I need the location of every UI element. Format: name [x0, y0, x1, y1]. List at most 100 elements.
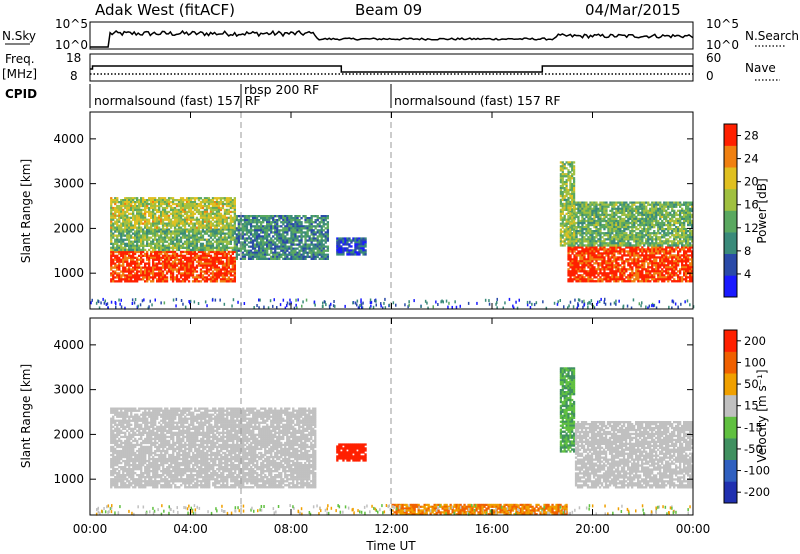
velocity-x-axis: 00:00 04:00 08:00 12:00 16:00 20:00 00:00	[73, 112, 711, 536]
beam-title: Beam 09	[355, 1, 422, 19]
velocity-colorbar-swatch	[724, 416, 737, 439]
nsky-label: N.Sky	[2, 29, 36, 43]
power-colorbar-tick: 24	[744, 152, 759, 166]
nsky-line	[90, 29, 694, 48]
power-colorbar-tick: 8	[744, 244, 751, 258]
velocity-colorbar-tick: 100	[744, 355, 766, 369]
velocity-xtick-label: 00:00	[73, 522, 108, 536]
velocity-y-axis: 1000 2000 3000 4000	[53, 338, 693, 486]
cpid-row: CPID normalsound (fast) 157 RF rbsp 200 …	[5, 82, 561, 108]
power-ytick-label: 4000	[53, 132, 84, 146]
power-colorbar-swatch	[724, 275, 737, 298]
velocity-xtick-label: 00:00	[676, 522, 711, 536]
velocity-ytick-label: 3000	[53, 383, 84, 397]
velocity-xtick-label: 12:00	[374, 522, 409, 536]
velocity-colorbar-swatch	[724, 459, 737, 482]
date-title: 04/Mar/2015	[585, 1, 681, 19]
power-region-0	[110, 250, 236, 283]
velocity-colorbar-swatch	[724, 373, 737, 396]
velocity-xtick-label: 04:00	[173, 522, 208, 536]
velocity-colorbar-swatch	[724, 481, 737, 504]
velocity-panel: 1000 2000 3000 4000 00:00 04:00 08:00 12:00 16:…	[19, 112, 770, 553]
nave-tick-bottom: 0	[706, 69, 714, 83]
nsearch-label: N.Search	[745, 29, 799, 43]
power-colorbar-tick: 12	[744, 221, 759, 235]
velocity-colorbar-label: Velocity [m s⁻¹]	[755, 369, 769, 462]
power-ytick-label: 1000	[53, 266, 84, 280]
freq-label: Freq.	[5, 52, 35, 66]
velocity-xtick-label: 16:00	[475, 522, 510, 536]
velocity-region-2	[559, 367, 576, 453]
velocity-marks	[95, 367, 694, 516]
velocity-colorbar-tick: 15	[744, 399, 759, 413]
power-colorbar-swatch	[724, 210, 737, 233]
power-ytick-label: 3000	[53, 177, 84, 191]
nsky-tick-top: 10^5	[55, 17, 88, 31]
velocity-colorbar-swatch	[724, 330, 737, 352]
velocity-colorbar-tick: 200	[744, 334, 766, 348]
freq-tick-top: 18	[66, 51, 81, 65]
power-colorbar-tick: 4	[744, 267, 751, 281]
velocity-xtick-label: 08:00	[274, 522, 309, 536]
power-colorbar-label: Power [dB]	[755, 178, 769, 243]
power-colorbar-swatch	[724, 145, 737, 168]
power-colorbar-swatch	[724, 167, 737, 190]
velocity-colorbar-swatch	[724, 394, 737, 417]
velocity-colorbar-swatch	[724, 351, 737, 374]
nsky-frame	[89, 21, 694, 50]
velocity-xlabel: Time UT	[365, 539, 416, 553]
power-colorbar-swatch	[724, 232, 737, 254]
velocity-ytick-label: 2000	[53, 427, 84, 441]
power-region-4	[336, 237, 367, 256]
freq-frame	[89, 53, 694, 82]
velocity-colorbar-tick: -50	[744, 442, 763, 456]
power-marks	[90, 161, 695, 310]
nsky-tick-bottom: 10^0	[55, 38, 88, 52]
nave-tick-top: 60	[706, 51, 721, 65]
power-region-1	[110, 228, 236, 252]
nave-label: Nave	[745, 61, 776, 75]
freq-unit-label: [MHz]	[2, 67, 37, 81]
power-ylabel: Slant Range [km]	[19, 159, 33, 263]
power-region-2	[110, 197, 236, 229]
velocity-colorbar-tick: -200	[744, 485, 770, 499]
velocity-xtick-label: 20:00	[575, 522, 610, 536]
power-colorbar-swatch	[724, 253, 737, 276]
power-region-3	[235, 215, 329, 260]
power-noise	[90, 297, 695, 310]
nsky-panel: N.Sky 10^5 10^0 10^5 10^0 N.Search	[2, 17, 799, 52]
velocity-region-1	[336, 443, 367, 462]
velocity-region-0	[110, 407, 317, 489]
power-panel: 1000 2000 3000 4000 Slant Range [km] 4 8 12 16…	[19, 111, 769, 310]
power-ytick-label: 2000	[53, 221, 84, 235]
velocity-colorbar-tick: 50	[744, 377, 759, 391]
velocity-colorbar: 200 100 50 15 -15 -50 -100 -200	[723, 329, 770, 504]
cpid-mode-1: normalsound (fast) 157 RF	[94, 93, 261, 108]
power-region-7	[559, 161, 576, 247]
power-colorbar-tick: 16	[744, 198, 759, 212]
cpid-mode-2: rbsp 200 RF	[244, 82, 319, 97]
velocity-ytick-label: 4000	[53, 338, 84, 352]
velocity-region-3	[574, 421, 694, 489]
velocity-colorbar-tick: -15	[744, 420, 763, 434]
power-colorbar-swatch	[724, 124, 737, 146]
station-title: Adak West (fitACF)	[95, 1, 235, 19]
freq-panel: Freq. [MHz] 18 8 60 0 Nave	[2, 51, 780, 83]
cpid-label: CPID	[5, 87, 37, 101]
power-colorbar: 4 8 12 16 20 24 28	[723, 123, 759, 298]
velocity-colorbar-tick: -100	[744, 464, 770, 478]
nsearch-tick-top: 10^5	[706, 17, 739, 31]
velocity-colorbar-swatch	[724, 438, 737, 460]
freq-line	[90, 65, 693, 73]
power-y-axis: 1000 2000 3000 4000	[53, 132, 693, 280]
power-colorbar-tick: 28	[744, 129, 759, 143]
nsearch-tick-bottom: 10^0	[706, 38, 739, 52]
power-colorbar-swatch	[724, 188, 737, 211]
freq-tick-bottom: 8	[70, 69, 78, 83]
power-colorbar-tick: 20	[744, 175, 759, 189]
cpid-mode-3: normalsound (fast) 157 RF	[394, 93, 561, 108]
velocity-noise	[95, 504, 691, 516]
velocity-ytick-label: 1000	[53, 472, 84, 486]
power-region-5	[567, 246, 694, 283]
